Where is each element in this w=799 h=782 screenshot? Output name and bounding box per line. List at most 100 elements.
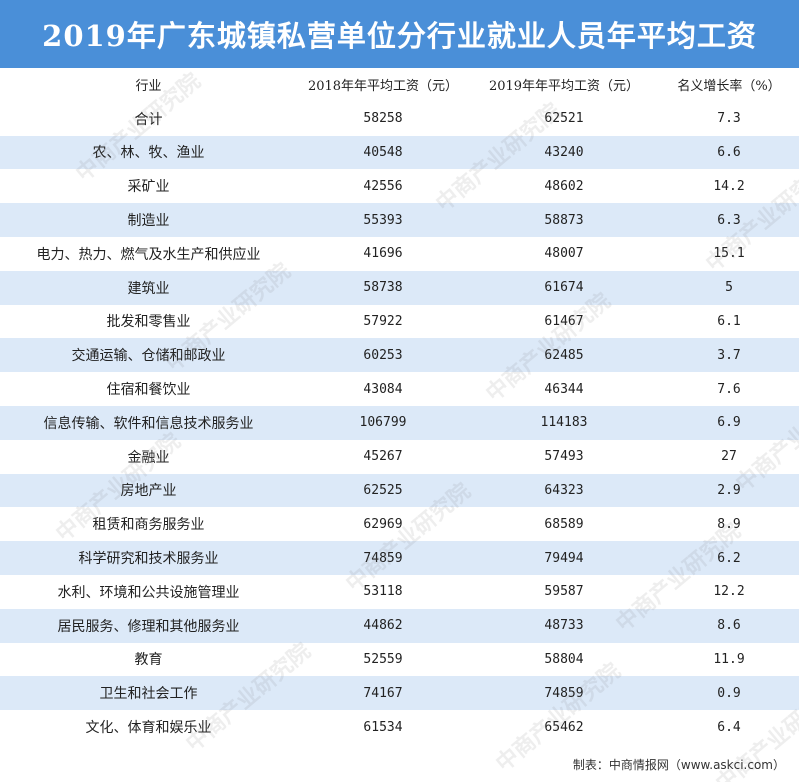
industry-cell: 交通运输、仓储和邮政业: [71, 348, 226, 365]
wage-2018-cell: 41696: [363, 246, 403, 262]
table-row: 农、林、牧、渔业 40548 43240 6.6: [0, 135, 799, 170]
wage-2019-cell: 65462: [544, 719, 584, 735]
table-row: 卫生和社会工作 74167 74859 0.9: [0, 676, 799, 711]
wage-2019-cell: 57493: [544, 449, 584, 465]
wage-2019-cell: 48733: [544, 618, 584, 634]
header-row: 行业 2018年年平均工资（元） 2019年年平均工资（元） 名义增长率（%）: [0, 68, 799, 102]
growth-rate-cell: 6.3: [717, 212, 741, 228]
growth-rate-cell: 27: [721, 449, 737, 465]
growth-rate-cell: 8.6: [717, 618, 741, 634]
growth-rate-cell: 2.9: [717, 482, 741, 498]
title-bar: 2019年广东城镇私营单位分行业就业人员年平均工资: [0, 0, 799, 68]
industry-cell: 金融业: [127, 449, 170, 466]
wage-2019-cell: 68589: [544, 516, 584, 532]
wage-2018-cell: 53118: [363, 584, 403, 600]
wage-2018-cell: 62969: [363, 516, 403, 532]
table-row: 科学研究和技术服务业 74859 79494 6.2: [0, 541, 799, 575]
wage-2018-cell: 45267: [363, 449, 403, 465]
table-row: 合计 58258 62521 7.3: [0, 102, 799, 136]
growth-rate-cell: 7.6: [717, 381, 741, 397]
wage-2018-cell: 61534: [363, 719, 403, 735]
wage-2018-cell: 55393: [363, 212, 403, 228]
wage-2018-cell: 58738: [363, 280, 403, 296]
wage-2019-cell: 59587: [544, 584, 584, 600]
wage-2018-cell: 74859: [363, 550, 403, 566]
wage-2019-cell: 48602: [544, 178, 584, 194]
industry-cell: 信息传输、软件和信息技术服务业: [43, 415, 254, 432]
table-row: 金融业 45267 57493 27: [0, 440, 799, 474]
table-row: 教育 52559 58804 11.9: [0, 643, 799, 677]
table-body: 合计 58258 62521 7.3 农、林、牧、渔业 40548 43240 6.6 采矿业 4…: [0, 102, 799, 744]
industry-cell: 居民服务、修理和其他服务业: [57, 618, 240, 635]
wage-2018-cell: 60253: [363, 347, 403, 363]
wage-2018-cell: 52559: [363, 651, 403, 667]
wage-2018-cell: 106799: [359, 415, 407, 431]
wage-2019-cell: 114183: [540, 415, 588, 431]
industry-cell: 农、林、牧、渔业: [92, 145, 205, 162]
table-row: 文化、体育和娱乐业 61534 65462 6.4: [0, 710, 799, 744]
wage-2019-cell: 79494: [544, 550, 584, 566]
table-row: 居民服务、修理和其他服务业 44862 48733 8.6: [0, 608, 799, 643]
industry-cell: 教育: [134, 652, 163, 669]
table-row: 批发和零售业 57922 61467 6.1: [0, 305, 799, 339]
column-header-2019-wage: 2019年年平均工资（元）: [488, 79, 640, 95]
industry-cell: 卫生和社会工作: [99, 686, 198, 703]
growth-rate-cell: 7.3: [717, 111, 741, 127]
growth-rate-cell: 14.2: [713, 178, 745, 194]
wage-2018-cell: 62525: [363, 482, 403, 498]
industry-cell: 水利、环境和公共设施管理业: [57, 584, 240, 601]
growth-rate-cell: 12.2: [713, 584, 745, 600]
growth-rate-cell: 6.2: [717, 550, 741, 566]
industry-cell: 文化、体育和娱乐业: [85, 720, 212, 737]
table-row: 电力、热力、燃气及水生产和供应业 41696 48007 15.1: [0, 237, 799, 271]
table-row: 建筑业 58738 61674 5: [0, 270, 799, 305]
growth-rate-cell: 6.4: [717, 719, 741, 735]
growth-rate-cell: 0.9: [717, 685, 741, 701]
wage-2019-cell: 58873: [544, 212, 584, 228]
wage-2018-cell: 40548: [363, 144, 403, 160]
column-header-industry: 行业: [135, 79, 162, 95]
table-row: 水利、环境和公共设施管理业 53118 59587 12.2: [0, 575, 799, 609]
wage-2018-cell: 44862: [363, 618, 403, 634]
table-title: 2019年广东城镇私营单位分行业就业人员年平均工资: [42, 19, 757, 53]
growth-rate-cell: 6.6: [717, 144, 741, 160]
table-row: 住宿和餐饮业 43084 46344 7.6: [0, 372, 799, 406]
industry-cell: 科学研究和技术服务业: [78, 551, 219, 568]
growth-rate-cell: 8.9: [717, 516, 741, 532]
column-header-2018-wage: 2018年年平均工资（元）: [307, 79, 459, 95]
industry-cell: 制造业: [127, 213, 170, 230]
table-row: 信息传输、软件和信息技术服务业 106799 114183 6.9: [0, 405, 799, 440]
table-row: 房地产业 62525 64323 2.9: [0, 473, 799, 508]
growth-rate-cell: 3.7: [717, 347, 741, 363]
wage-2019-cell: 64323: [544, 482, 584, 498]
table-row: 租赁和商务服务业 62969 68589 8.9: [0, 507, 799, 541]
industry-cell: 房地产业: [120, 483, 177, 500]
industry-cell: 合计: [134, 111, 163, 128]
wage-2019-cell: 48007: [544, 246, 584, 262]
table-row: 采矿业 42556 48602 14.2: [0, 169, 799, 203]
wage-2019-cell: 62521: [544, 111, 584, 127]
growth-rate-cell: 11.9: [713, 651, 745, 667]
wage-2019-cell: 61467: [544, 313, 584, 329]
wage-2018-cell: 57922: [363, 313, 403, 329]
industry-cell: 电力、热力、燃气及水生产和供应业: [36, 246, 261, 263]
industry-cell: 建筑业: [127, 280, 170, 297]
growth-rate-cell: 15.1: [713, 246, 745, 262]
wage-2019-cell: 58804: [544, 651, 584, 667]
industry-cell: 采矿业: [127, 179, 170, 196]
wage-2019-cell: 46344: [544, 381, 584, 397]
growth-rate-cell: 6.1: [717, 313, 741, 329]
wage-2019-cell: 61674: [544, 280, 584, 296]
source-footer: 制表：中商情报网（www.askci.com）: [572, 758, 785, 772]
industry-cell: 租赁和商务服务业: [92, 517, 205, 534]
wage-2018-cell: 58258: [363, 111, 403, 127]
wage-2018-cell: 74167: [363, 685, 403, 701]
table-row: 交通运输、仓储和邮政业 60253 62485 3.7: [0, 338, 799, 373]
table-row: 制造业 55393 58873 6.3: [0, 203, 799, 237]
industry-cell: 住宿和餐饮业: [106, 382, 191, 399]
growth-rate-cell: 5: [725, 280, 733, 296]
growth-rate-cell: 6.9: [717, 415, 741, 431]
wage-2019-cell: 43240: [544, 144, 584, 160]
wage-2019-cell: 74859: [544, 685, 584, 701]
data-table: 行业 2018年年平均工资（元） 2019年年平均工资（元） 名义增长率（%） …: [0, 68, 799, 744]
